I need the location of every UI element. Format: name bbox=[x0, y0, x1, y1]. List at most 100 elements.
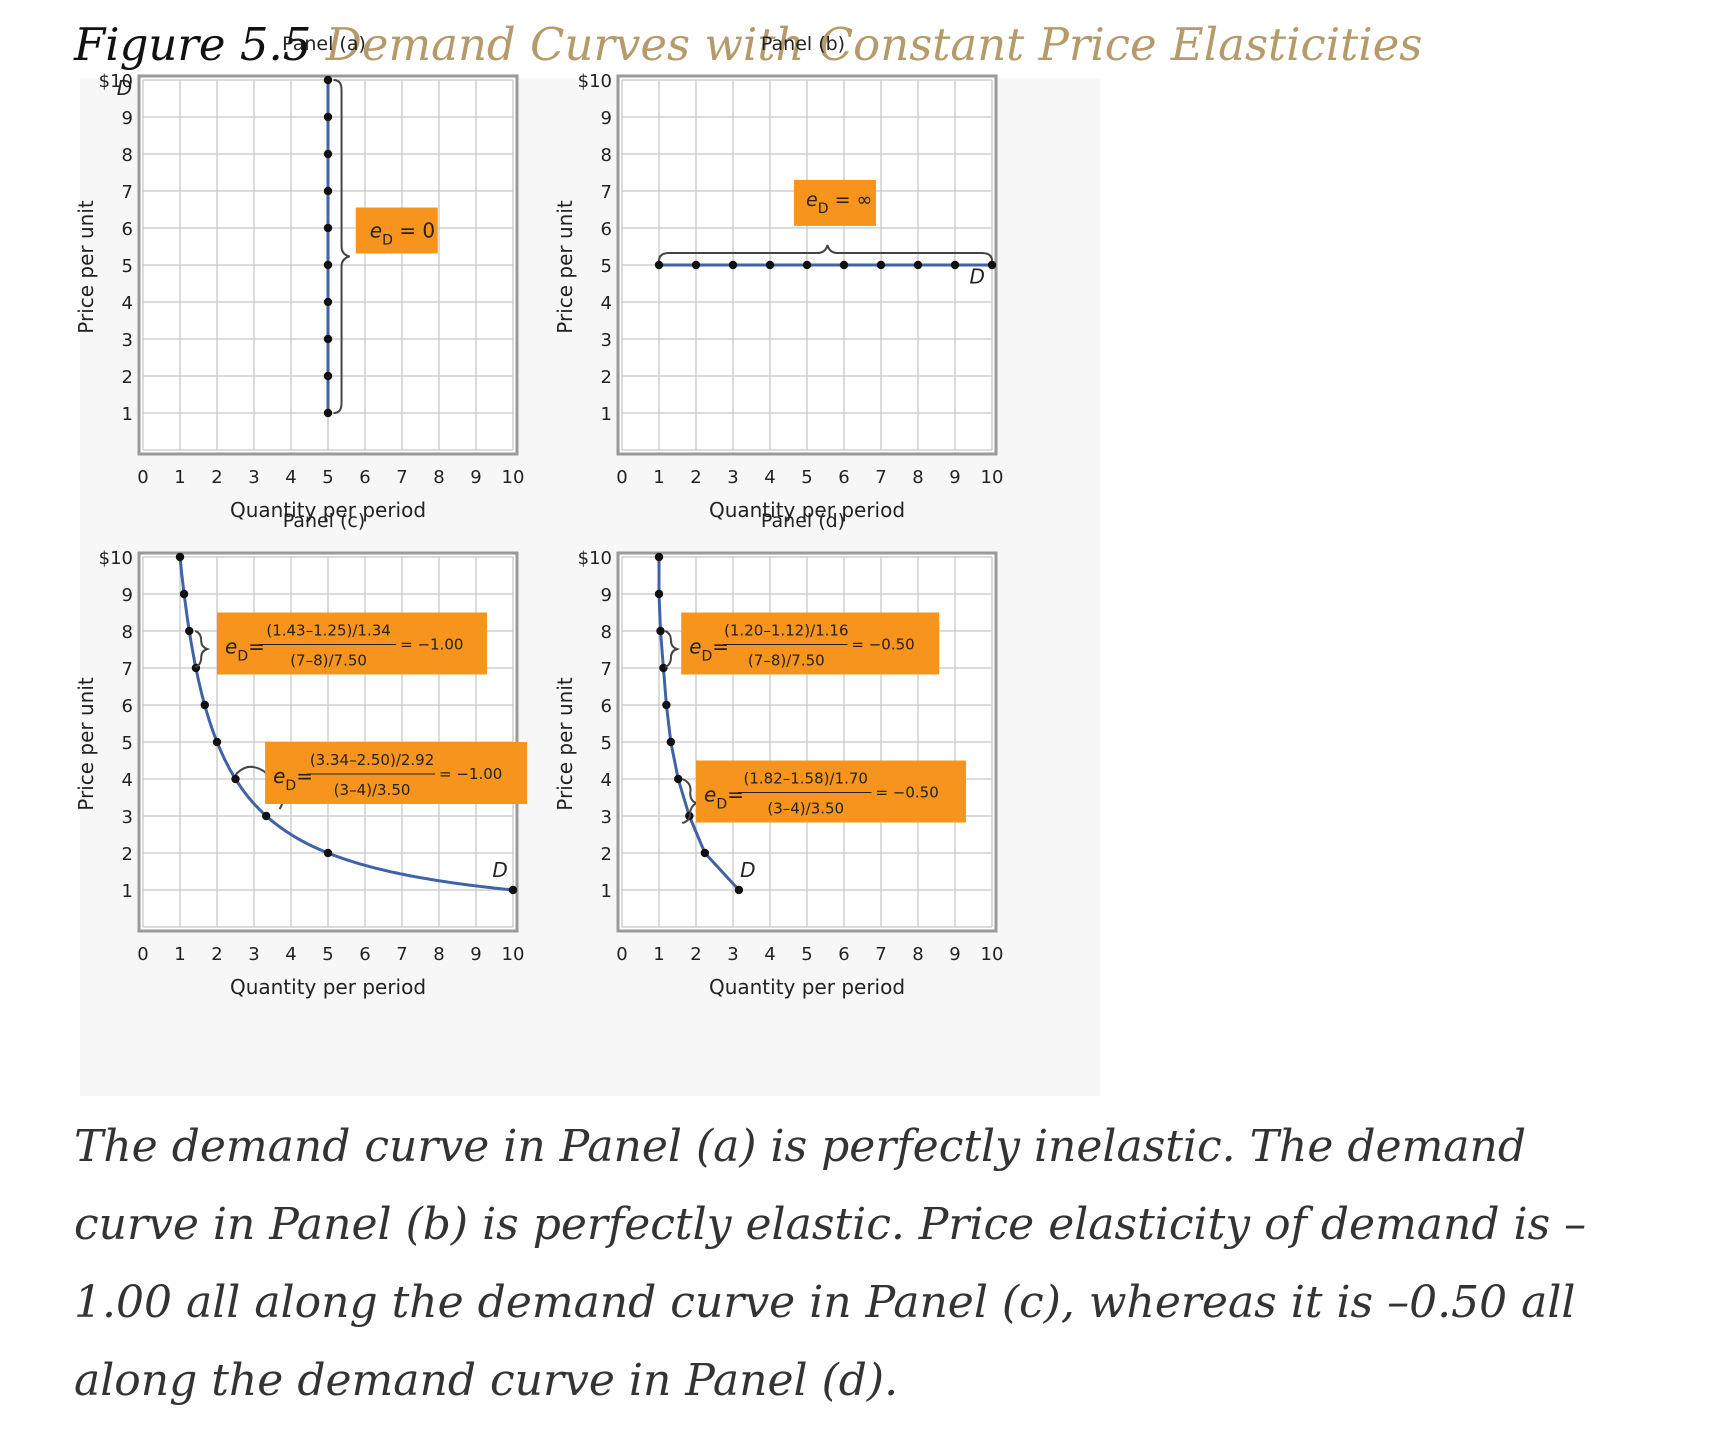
data-point bbox=[913, 260, 923, 270]
data-points bbox=[323, 75, 333, 418]
data-point bbox=[839, 260, 849, 270]
y-tick-label: 7 bbox=[122, 659, 133, 680]
data-point bbox=[662, 700, 671, 710]
x-axis-label: Quantity per period bbox=[709, 498, 905, 522]
elasticity-callout bbox=[265, 742, 528, 804]
x-tick-label: 1 bbox=[653, 944, 664, 965]
x-tick-label: 2 bbox=[211, 944, 222, 965]
fraction-result: = −0.50 bbox=[851, 636, 914, 654]
y-tick-label: 1 bbox=[122, 881, 133, 902]
elasticity-callout bbox=[681, 612, 940, 675]
fraction-numerator: (1.20–1.12)/1.16 bbox=[724, 622, 848, 640]
x-tick-label: 4 bbox=[764, 944, 775, 965]
x-tick-label: 10 bbox=[981, 467, 1004, 488]
x-tick-label: 9 bbox=[470, 467, 481, 488]
panel-title: Panel (a) bbox=[282, 33, 366, 55]
elasticity-callout bbox=[696, 760, 966, 823]
elasticity-symbol: eD= bbox=[225, 635, 265, 665]
brace bbox=[333, 79, 350, 414]
data-point bbox=[200, 700, 209, 710]
data-point bbox=[323, 186, 333, 196]
annotations: eD = 0 bbox=[333, 79, 438, 414]
y-axis-label: Price per unit bbox=[74, 677, 98, 811]
x-tick-label: 2 bbox=[690, 467, 701, 488]
y-tick-label: 6 bbox=[601, 219, 612, 240]
x-tick-label: 0 bbox=[616, 944, 627, 965]
y-tick-label: 9 bbox=[122, 108, 133, 129]
figure-name: Demand Curves with Constant Price Elasti… bbox=[325, 18, 1423, 71]
data-point bbox=[323, 112, 333, 122]
x-tick-label: 8 bbox=[912, 944, 923, 965]
brace bbox=[658, 244, 993, 262]
data-point bbox=[323, 149, 333, 159]
x-tick-label: 5 bbox=[322, 467, 333, 488]
y-tick-label: 4 bbox=[601, 293, 612, 314]
panel-title: Panel (d) bbox=[761, 510, 845, 532]
fraction-numerator: (1.82–1.58)/1.70 bbox=[743, 770, 867, 788]
x-tick-label: 9 bbox=[470, 944, 481, 965]
x-tick-label: 10 bbox=[981, 944, 1004, 965]
x-tick-label: 8 bbox=[433, 944, 444, 965]
y-tick-label: 1 bbox=[601, 404, 612, 425]
fraction-result: = −1.00 bbox=[400, 636, 463, 654]
data-points bbox=[654, 260, 997, 270]
x-tick-label: 8 bbox=[912, 467, 923, 488]
x-tick-label: 9 bbox=[949, 944, 960, 965]
y-tick-label: $10 bbox=[99, 548, 133, 569]
x-tick-label: 6 bbox=[838, 944, 849, 965]
x-tick-label: 5 bbox=[801, 944, 812, 965]
x-tick-label: 3 bbox=[248, 467, 259, 488]
y-tick-label: 2 bbox=[601, 844, 612, 865]
fraction-numerator: (3.34–2.50)/2.92 bbox=[310, 751, 434, 769]
y-tick-label: 4 bbox=[122, 770, 133, 791]
data-point bbox=[950, 260, 960, 270]
brace bbox=[664, 630, 681, 668]
fraction-denominator: (3–4)/3.50 bbox=[767, 800, 844, 818]
figure-caption: The demand curve in Panel (a) is perfect… bbox=[74, 1121, 1587, 1406]
elasticity-callout bbox=[217, 612, 487, 675]
x-tick-label: 1 bbox=[653, 467, 664, 488]
x-tick-label: 10 bbox=[502, 944, 525, 965]
y-tick-label: 9 bbox=[601, 585, 612, 606]
data-point bbox=[185, 626, 194, 636]
y-axis-label: Price per unit bbox=[553, 677, 577, 811]
curve-label: D bbox=[492, 858, 507, 882]
y-tick-label: $10 bbox=[578, 548, 612, 569]
panel-c: Panel (c) 1 2 3 4 5 6 7 8 9 $10 0 1 2 3 4 5 6 7 8 9 10 Quantit… bbox=[74, 510, 528, 999]
data-point bbox=[654, 552, 664, 562]
x-tick-label: 1 bbox=[174, 944, 185, 965]
elasticity-symbol: eD= bbox=[273, 764, 313, 794]
annotations: eD=(1.43–1.25)/1.34(7–8)/7.50= −1.00eD=(… bbox=[194, 612, 528, 810]
fraction-denominator: (7–8)/7.50 bbox=[748, 652, 825, 670]
data-point bbox=[666, 737, 676, 747]
data-point bbox=[700, 848, 710, 858]
data-point bbox=[728, 260, 738, 270]
y-tick-label: 3 bbox=[122, 330, 133, 351]
x-tick-label: 4 bbox=[764, 467, 775, 488]
x-tick-label: 10 bbox=[502, 467, 525, 488]
x-tick-label: 0 bbox=[137, 944, 148, 965]
y-tick-label: 7 bbox=[122, 182, 133, 203]
data-point bbox=[262, 811, 271, 821]
y-tick-label: 6 bbox=[601, 696, 612, 717]
x-tick-label: 7 bbox=[396, 944, 407, 965]
panel-title: Panel (b) bbox=[761, 33, 845, 55]
y-tick-label: 2 bbox=[122, 367, 133, 388]
y-tick-label: 5 bbox=[601, 256, 612, 277]
x-tick-label: 6 bbox=[359, 944, 370, 965]
x-tick-label: 7 bbox=[875, 944, 886, 965]
y-tick-label: 7 bbox=[601, 182, 612, 203]
annotations: eD = ∞ bbox=[658, 179, 993, 262]
x-axis-label: Quantity per period bbox=[709, 975, 905, 999]
y-tick-label: 5 bbox=[122, 256, 133, 277]
x-tick-label: 3 bbox=[727, 467, 738, 488]
data-point bbox=[212, 737, 222, 747]
data-point bbox=[231, 774, 240, 784]
elasticity-symbol: eD= bbox=[689, 635, 729, 665]
y-tick-label: 3 bbox=[122, 807, 133, 828]
x-tick-label: 6 bbox=[838, 467, 849, 488]
data-point bbox=[654, 260, 664, 270]
y-tick-label: $10 bbox=[99, 71, 133, 92]
data-point bbox=[323, 223, 333, 233]
